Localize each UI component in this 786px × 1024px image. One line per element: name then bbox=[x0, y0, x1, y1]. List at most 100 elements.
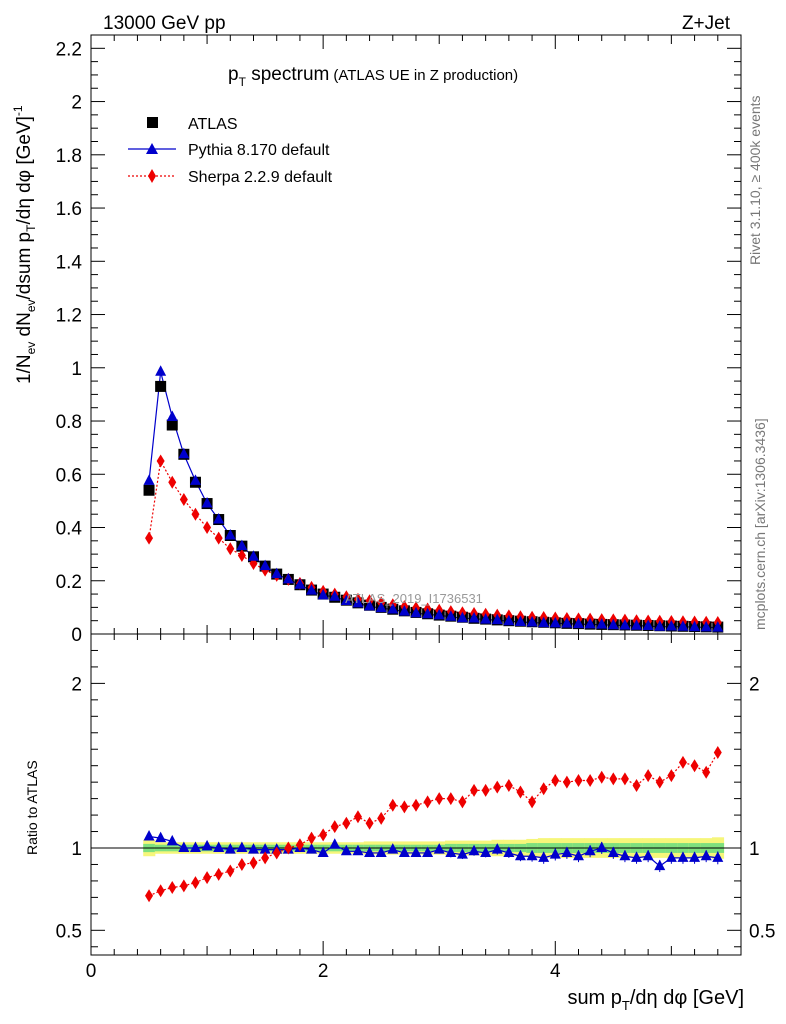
x-tick-label: 4 bbox=[550, 961, 561, 982]
main-point-diamond bbox=[191, 507, 200, 521]
legend-pythia-marker bbox=[146, 143, 158, 154]
main-point-triangle bbox=[573, 617, 584, 629]
ratio-point-diamond bbox=[574, 774, 583, 788]
ratio-point-diamond bbox=[435, 792, 444, 806]
ratio-point-diamond bbox=[261, 851, 270, 865]
ratio-point-diamond bbox=[609, 772, 618, 786]
ratio-point-diamond bbox=[528, 795, 537, 809]
ratio-point-triangle bbox=[700, 849, 712, 861]
main-point-triangle bbox=[596, 618, 608, 629]
ratio-point-diamond bbox=[620, 772, 629, 786]
main-point-triangle bbox=[410, 606, 422, 618]
main-point-square bbox=[143, 484, 155, 496]
ratio-point-diamond bbox=[191, 876, 200, 890]
ratio-point-triangle bbox=[178, 841, 190, 852]
title-t-sub: T bbox=[239, 75, 247, 89]
legend-atlas-label: ATLAS bbox=[188, 116, 238, 133]
main-line-diamond bbox=[148, 459, 718, 624]
main-line-triangle bbox=[148, 371, 718, 629]
y-tick-label: 2.2 bbox=[56, 39, 82, 60]
ratio-point-triangle bbox=[654, 859, 666, 871]
y-tick-label: 0.2 bbox=[56, 572, 82, 593]
ratio-point-triangle bbox=[433, 843, 445, 854]
ratio-point-diamond bbox=[330, 820, 339, 834]
main-point-triangle bbox=[143, 474, 155, 485]
ratio-point-triangle bbox=[375, 846, 387, 857]
ratio-point-diamond bbox=[365, 816, 374, 830]
ratio-point-triangle bbox=[224, 843, 236, 854]
title-rest: spectrum bbox=[246, 64, 329, 85]
ratio-point-triangle bbox=[248, 843, 259, 854]
main-point-triangle bbox=[538, 616, 550, 628]
ratio-point-diamond bbox=[597, 770, 606, 784]
main-point-triangle bbox=[189, 474, 201, 485]
ratio-point-diamond bbox=[214, 867, 223, 881]
y-tick-label-right: 2 bbox=[749, 674, 760, 695]
ratio-point-triangle bbox=[166, 834, 178, 846]
ratio-point-triangle bbox=[201, 839, 213, 851]
main-point-triangle bbox=[584, 617, 596, 629]
ratio-panel: 0 2 4 0.5 0.5 1 1 2 2 bbox=[56, 633, 775, 982]
ratio-ylabel: Ratio to ATLAS bbox=[24, 760, 40, 855]
ratio-point-diamond bbox=[713, 746, 722, 760]
ratio-point-triangle bbox=[538, 851, 550, 862]
legend: ATLAS Pythia 8.170 default Sherpa 2.2.9 … bbox=[128, 116, 333, 186]
main-point-triangle bbox=[375, 601, 387, 613]
ratio-point-diamond bbox=[562, 775, 571, 789]
main-point-triangle bbox=[340, 594, 352, 605]
ratio-point-triangle bbox=[677, 851, 689, 862]
ratio-point-triangle bbox=[306, 843, 318, 854]
main-point-triangle bbox=[317, 588, 329, 600]
ratio-point-diamond bbox=[586, 774, 595, 788]
main-point-triangle bbox=[294, 578, 306, 589]
ratio-point-diamond bbox=[237, 857, 246, 871]
main-point-triangle bbox=[700, 620, 712, 632]
main-point-triangle bbox=[248, 550, 259, 561]
ratio-point-diamond bbox=[667, 769, 676, 783]
y-tick-label-right: 0.5 bbox=[749, 921, 775, 942]
y-tick-label: 1.8 bbox=[56, 146, 82, 167]
ratio-point-diamond bbox=[353, 810, 362, 824]
main-point-triangle bbox=[178, 447, 190, 459]
ratio-frame bbox=[90, 633, 742, 956]
main-point-triangle bbox=[329, 590, 341, 601]
ratio-point-triangle bbox=[514, 849, 526, 861]
ratio-point-triangle bbox=[352, 844, 364, 856]
y-tick-label: 1.6 bbox=[56, 199, 82, 220]
ratio-point-diamond bbox=[226, 864, 235, 878]
main-point-diamond bbox=[203, 521, 212, 535]
plot-title: pT spectrum (ATLAS UE in Z production) bbox=[228, 64, 518, 89]
main-point-diamond bbox=[226, 542, 235, 556]
rivet-label: Rivet 3.1.10, ≥ 400k events bbox=[747, 95, 763, 265]
legend-pythia-label: Pythia 8.170 default bbox=[188, 142, 330, 159]
main-ylabel: 1/Nev dNev/dsum pT/dη dφ [GeV]-1 bbox=[11, 105, 38, 384]
main-point-triangle bbox=[642, 619, 654, 631]
main-point-triangle bbox=[271, 567, 283, 579]
ratio-point-triangle bbox=[503, 846, 515, 857]
main-point-diamond bbox=[237, 548, 246, 562]
main-point-triangle bbox=[422, 607, 434, 619]
ratio-point-triangle bbox=[445, 846, 457, 857]
ratio-point-triangle bbox=[631, 851, 643, 862]
ratio-point-triangle bbox=[468, 844, 480, 856]
main-point-diamond bbox=[214, 531, 223, 545]
main-point-triangle bbox=[364, 599, 376, 611]
ratio-point-diamond bbox=[702, 765, 711, 779]
main-point-triangle bbox=[526, 616, 538, 627]
ratio-point-triangle bbox=[526, 849, 538, 861]
main-point-triangle bbox=[352, 596, 364, 608]
y-tick-label: 2 bbox=[71, 674, 82, 695]
main-point-diamond bbox=[156, 454, 165, 468]
ratio-point-diamond bbox=[284, 841, 293, 855]
ratio-point-diamond bbox=[156, 884, 165, 898]
main-point-triangle bbox=[561, 617, 573, 628]
ratio-point-diamond bbox=[690, 759, 699, 773]
main-point-triangle bbox=[201, 497, 213, 508]
main-point-triangle bbox=[689, 620, 701, 632]
ratio-xlabel: sum pT/dη dφ [GeV] bbox=[567, 987, 744, 1013]
ratio-point-diamond bbox=[272, 846, 281, 860]
ratio-point-triangle bbox=[561, 846, 573, 857]
main-point-triangle bbox=[456, 611, 468, 623]
y-tick-label: 1 bbox=[71, 839, 82, 860]
